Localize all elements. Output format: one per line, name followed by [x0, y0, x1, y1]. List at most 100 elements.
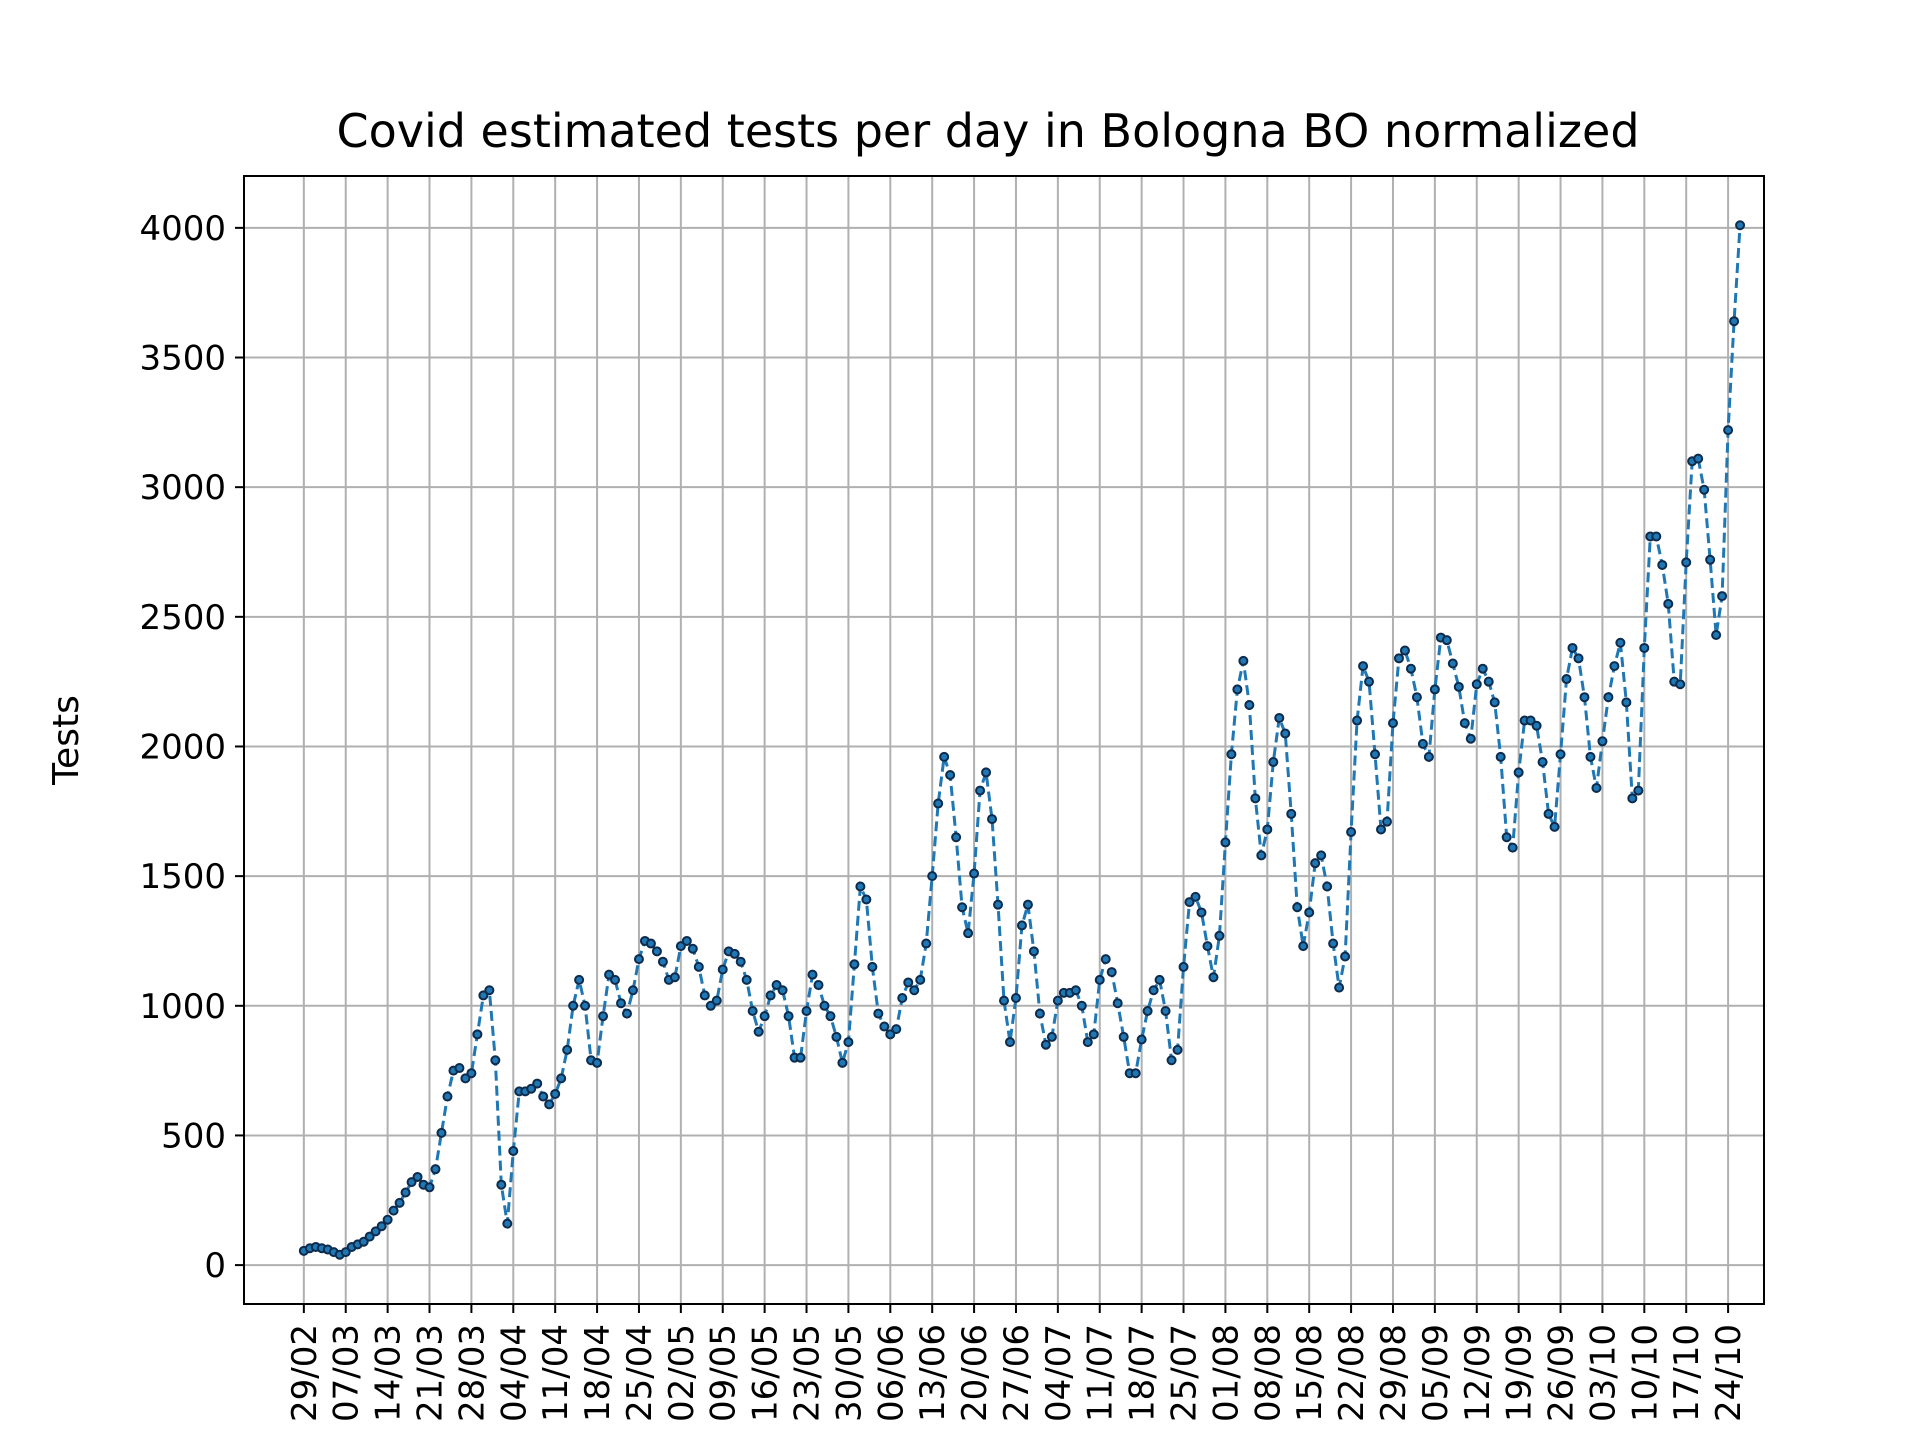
data-point [807, 969, 818, 980]
data-point [765, 990, 776, 1001]
data-point [1322, 881, 1333, 892]
data-point [1393, 653, 1404, 664]
series-line [303, 225, 1742, 1257]
data-point [699, 990, 710, 1001]
data-point [1304, 907, 1315, 918]
data-point [1693, 453, 1704, 464]
data-point [621, 1008, 632, 1019]
data-point [1411, 692, 1422, 703]
data-point [1705, 554, 1716, 565]
data-point [831, 1031, 842, 1042]
data-point [340, 1247, 351, 1258]
data-point [1477, 663, 1488, 674]
data-point [921, 938, 932, 949]
data-point [1657, 559, 1668, 570]
data-point [705, 1000, 716, 1011]
data-point [1316, 850, 1327, 861]
data-point [1202, 941, 1213, 952]
data-point [1483, 676, 1494, 687]
data-point [1453, 681, 1464, 692]
data-point [687, 943, 698, 954]
data-point [1118, 1031, 1129, 1042]
data-point [777, 985, 788, 996]
chart-title: Covid estimated tests per day in Bologna… [336, 104, 1639, 158]
data-point [1615, 637, 1626, 648]
data-point [1513, 767, 1524, 778]
data-point [406, 1177, 417, 1188]
data-point [1627, 793, 1638, 804]
data-point [1004, 1037, 1015, 1048]
data-point [795, 1052, 806, 1063]
data-point [1591, 782, 1602, 793]
data-point [711, 995, 722, 1006]
data-point [735, 956, 746, 967]
data-point [1160, 1005, 1171, 1016]
data-point [1543, 808, 1554, 819]
data-point [466, 1068, 477, 1079]
data-point [891, 1024, 902, 1035]
x-tick-label: 09/05 [704, 1324, 744, 1422]
x-tick-label: 04/04 [494, 1324, 534, 1422]
data-point [915, 974, 926, 985]
data-point [430, 1164, 441, 1175]
x-tick-label: 11/07 [1081, 1324, 1121, 1422]
data-point [873, 1008, 884, 1019]
data-point [592, 1057, 603, 1068]
data-point [1561, 674, 1572, 685]
x-tick-label: 25/04 [620, 1324, 660, 1422]
data-point [616, 998, 627, 1009]
data-point [1184, 897, 1195, 908]
data-point [526, 1083, 537, 1094]
y-tick-label: 2000 [139, 727, 226, 767]
data-point [1495, 751, 1506, 762]
data-point [1082, 1037, 1093, 1048]
data-point [693, 961, 704, 972]
data-point [1675, 679, 1686, 690]
data-point [508, 1146, 519, 1157]
data-point [969, 868, 980, 879]
data-point [1262, 824, 1273, 835]
data-point [1364, 676, 1375, 687]
data-point [1196, 907, 1207, 918]
data-point [1094, 974, 1105, 985]
data-point [1040, 1039, 1051, 1050]
y-tick-label: 500 [161, 1116, 226, 1156]
data-point [909, 985, 920, 996]
x-tick-label: 07/03 [327, 1324, 367, 1422]
data-point [550, 1088, 561, 1099]
data-point [747, 1005, 758, 1016]
data-point [460, 1073, 471, 1084]
data-point [370, 1226, 381, 1237]
data-point [568, 1000, 579, 1011]
data-point [1459, 718, 1470, 729]
data-point [1268, 757, 1279, 768]
data-point [358, 1236, 369, 1247]
data-point [1052, 995, 1063, 1006]
data-point [1310, 858, 1321, 869]
data-point [1405, 663, 1416, 674]
x-tick-label: 10/10 [1625, 1324, 1665, 1422]
data-point [993, 899, 1004, 910]
data-point [1387, 718, 1398, 729]
data-point [1423, 751, 1434, 762]
data-point [1130, 1068, 1141, 1079]
data-point [376, 1221, 387, 1232]
data-point [771, 980, 782, 991]
data-point [957, 902, 968, 913]
x-tick-label: 11/04 [536, 1324, 576, 1422]
data-point [424, 1182, 435, 1193]
data-point [897, 993, 908, 1004]
data-point [1681, 557, 1692, 568]
y-axis-label: Tests [46, 695, 87, 786]
data-point [1178, 961, 1189, 972]
data-point [1555, 749, 1566, 760]
data-point [1441, 635, 1452, 646]
data-point [819, 1000, 830, 1011]
data-point [1717, 591, 1728, 602]
data-point [1274, 712, 1285, 723]
data-point [484, 985, 495, 996]
data-point [574, 974, 585, 985]
data-point [478, 990, 489, 1001]
data-point [490, 1055, 501, 1066]
data-point [1226, 749, 1237, 760]
